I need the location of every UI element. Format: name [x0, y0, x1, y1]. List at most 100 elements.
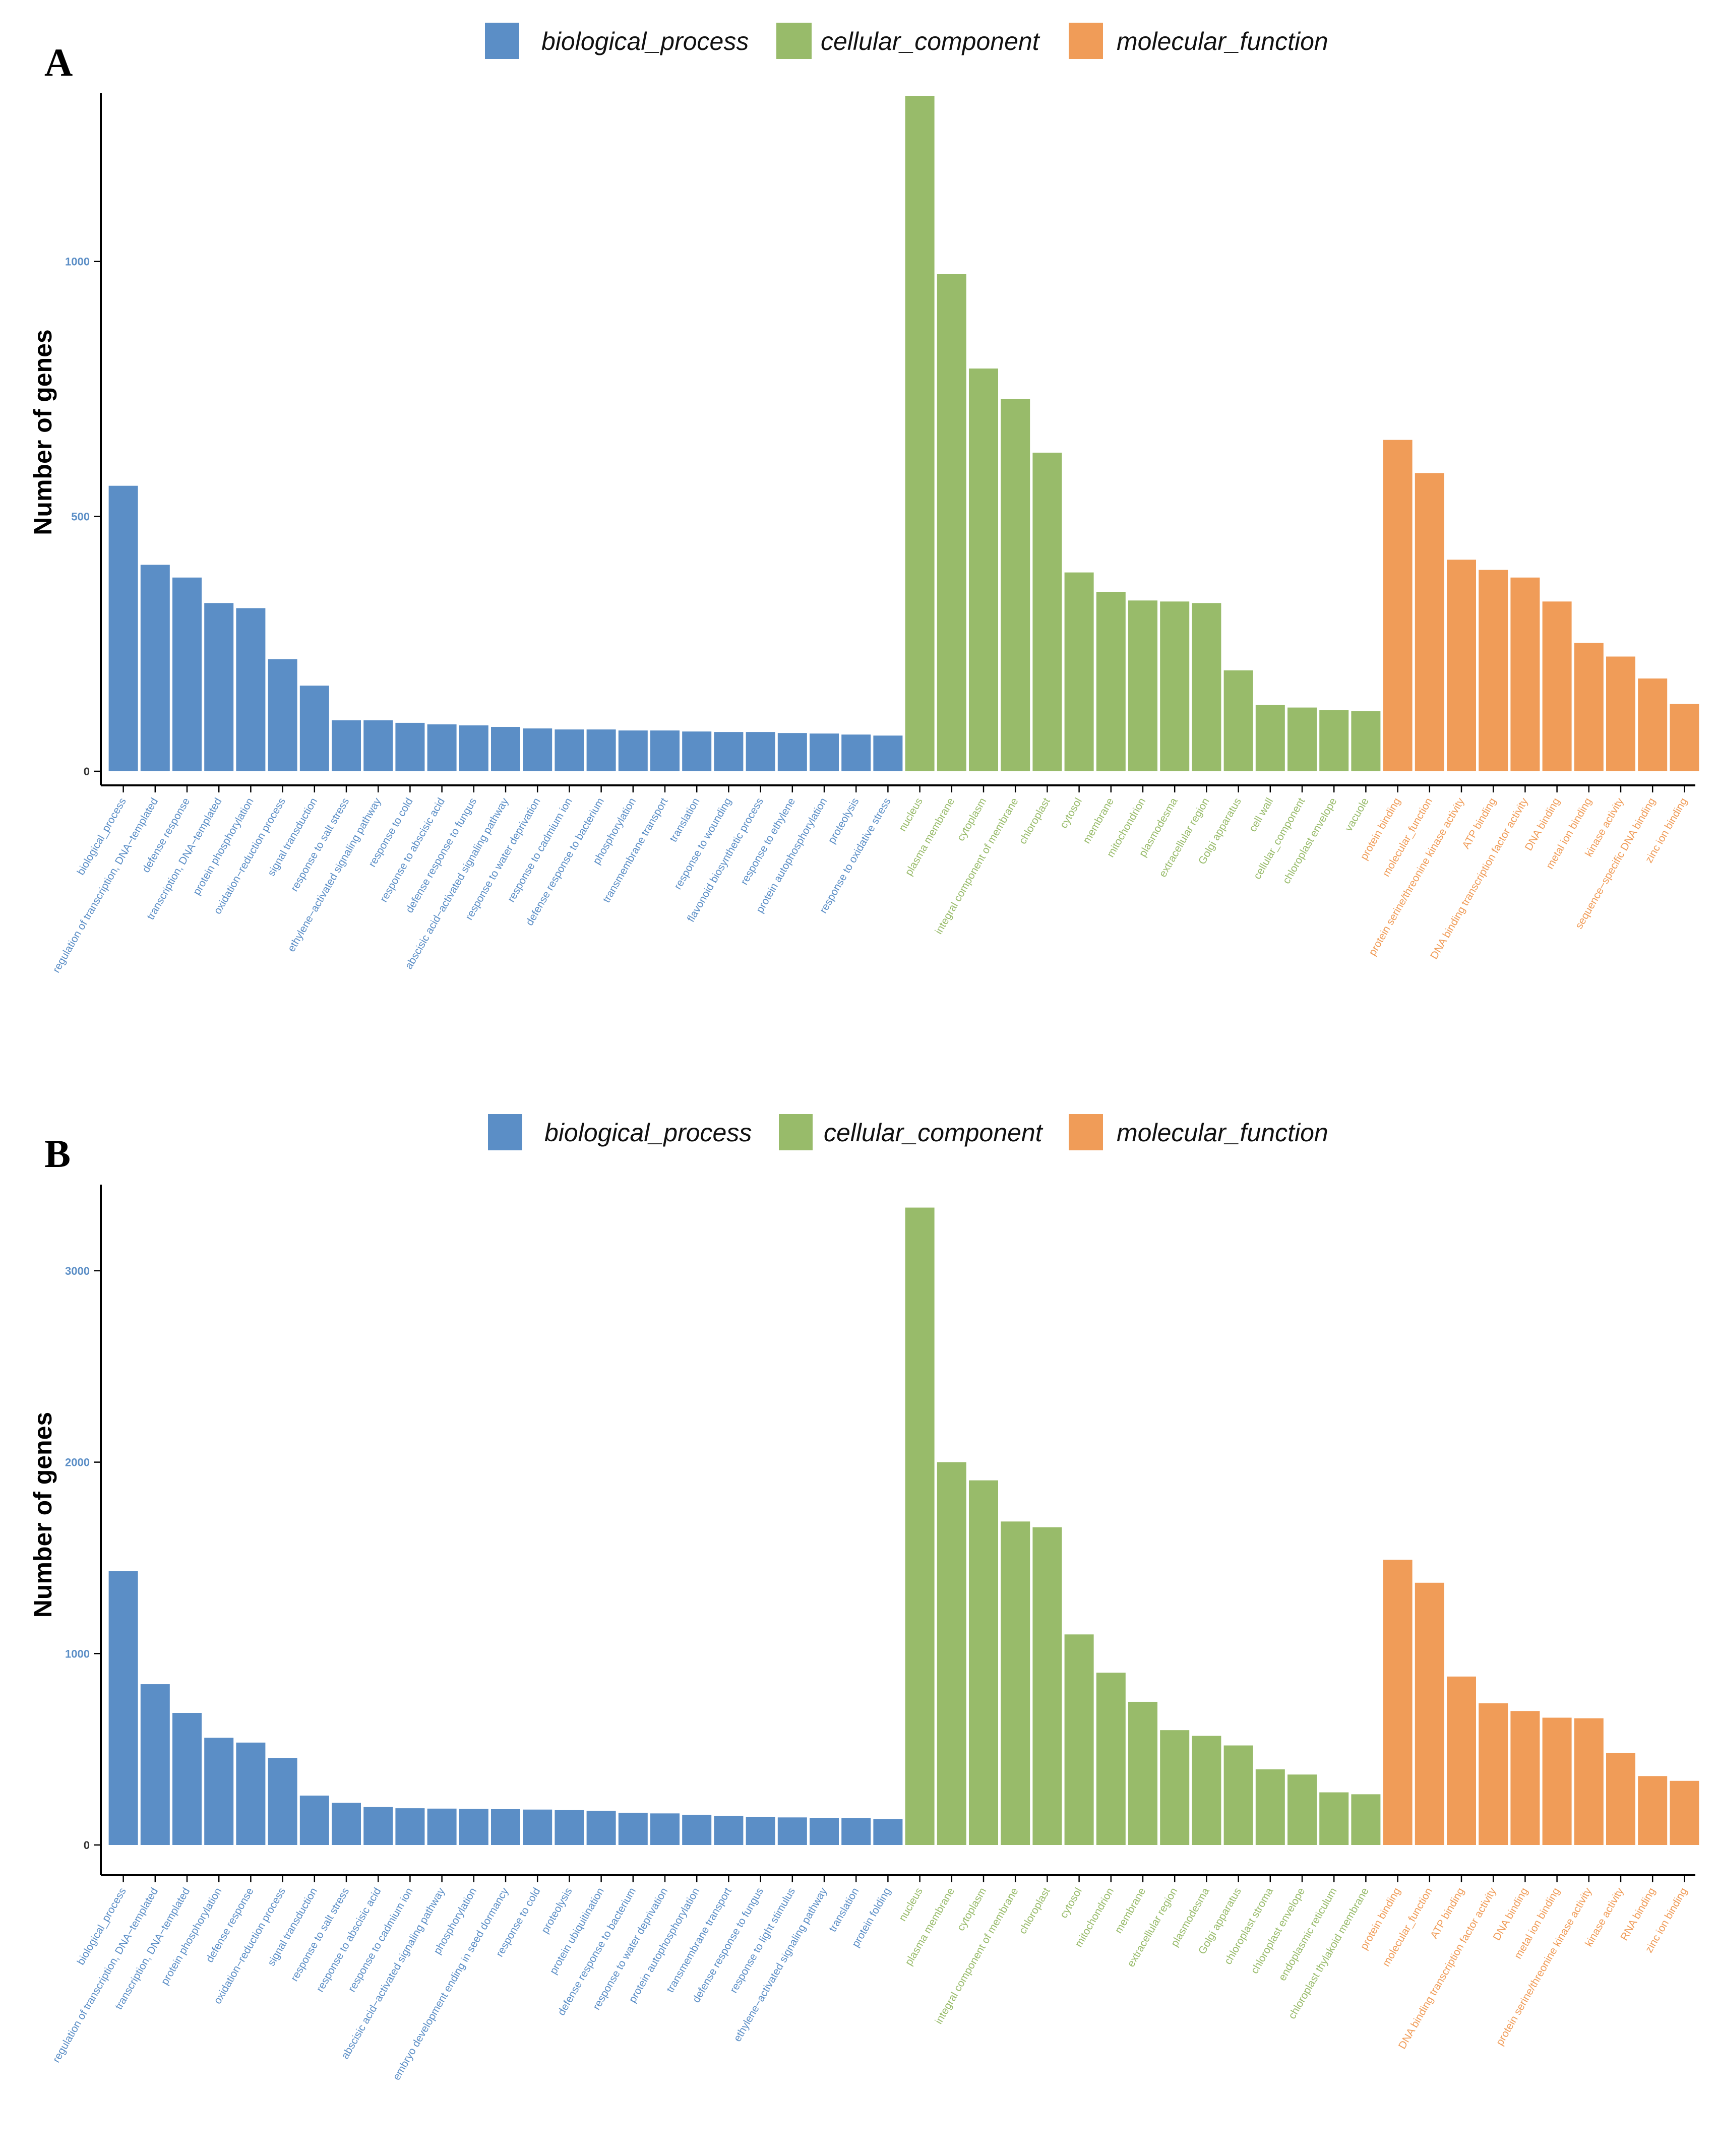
bar-protein-phosphorylation [204, 1738, 234, 1845]
y-tick-label: 0 [84, 765, 90, 778]
bar-chloroplast-thylakoid-membrane [1351, 1794, 1381, 1845]
x-tick-label: membrane [1113, 1886, 1148, 1935]
bar-response-to-abscisic-acid [427, 724, 457, 771]
x-tick-label: cytoplasm [955, 796, 989, 843]
x-tick-label: response to cadmium ion [505, 796, 574, 904]
bar-oxidation-reduction-process [268, 1758, 297, 1845]
x-tick-label: membrane [1081, 796, 1116, 845]
x-tick-label: vacuole [1343, 796, 1371, 833]
bar-membrane [1128, 1701, 1157, 1845]
bar-protein-ubiquitination [586, 1811, 616, 1845]
bar-response-to-abscisic-acid [363, 1807, 393, 1845]
x-tick-label: ATP binding [1460, 796, 1498, 851]
legend-label-biological-process: biological_process [544, 1119, 752, 1147]
bar-translation [841, 1818, 871, 1845]
bar-kinase-activity [1606, 1753, 1635, 1845]
bar-dna-binding [1510, 1711, 1540, 1845]
bar-response-to-salt-stress [332, 1803, 361, 1845]
bar-response-to-salt-stress [332, 720, 361, 771]
bar-defense-response-to-bacterium [618, 1813, 648, 1845]
bar-cytosol [1064, 1634, 1094, 1845]
x-tick-label: nucleus [897, 796, 925, 833]
bar-integral-component-of-membrane [1001, 399, 1030, 771]
bar-response-to-cold [523, 1809, 553, 1845]
x-tick-label: transmembrane transport [664, 1886, 734, 1995]
bar-response-to-cold [395, 722, 425, 771]
bar-dna-binding [1542, 601, 1572, 771]
bar-membrane [1096, 592, 1126, 771]
x-tick-label: response to cadmium ion [346, 1886, 415, 1994]
bar-plasma-membrane [937, 274, 966, 771]
bar-plasmodesma [1192, 1736, 1221, 1845]
bar-signal-transduction [299, 1796, 329, 1845]
bar-proteolysis [841, 734, 871, 771]
bar-sequence-specific-dna-binding [1638, 678, 1668, 771]
bar-phosphorylation [459, 1809, 488, 1845]
x-tick-label: translation [667, 796, 702, 844]
legend-label-cellular-component: cellular_component [824, 1119, 1044, 1147]
y-tick-label: 2000 [65, 1456, 90, 1469]
bar-extracellular-region [1160, 1730, 1190, 1845]
bar-golgi-apparatus [1223, 670, 1253, 771]
x-tick-label: translation [827, 1886, 861, 1934]
bar-abscisic-acid-activated-signaling-pathway [427, 1808, 457, 1845]
bar-defense-response-to-fungus [459, 725, 488, 771]
bar-chloroplast-stroma [1255, 1769, 1285, 1845]
bar-molecular-function [1415, 1582, 1444, 1845]
x-tick-label: response to wounding [672, 796, 734, 891]
bar-molecular-function [1415, 473, 1444, 771]
bar-protein-binding [1383, 440, 1413, 771]
legend-swatch-cellular-component [779, 1114, 813, 1150]
x-tick-label: embryo development ending in seed dorman… [391, 1886, 511, 2082]
bar-transmembrane-transport [650, 730, 680, 771]
bar-defense-response-to-bacterium [586, 729, 616, 771]
y-axis-title: Number of genes [29, 329, 57, 535]
bar-defense-response [236, 1742, 266, 1845]
bar-dna-binding-transcription-factor-activity [1479, 1703, 1508, 1845]
bar-zinc-ion-binding [1670, 704, 1699, 771]
bar-regulation-of-transcription-dna-templated [140, 565, 170, 771]
bar-chloroplast [1032, 1527, 1062, 1845]
bars [108, 1207, 1699, 1845]
y-tick-label: 500 [71, 510, 90, 523]
x-tick-label: response to salt stress [288, 1886, 351, 1983]
legend-label-cellular-component: cellular_component [821, 27, 1040, 55]
bar-biological-process [108, 1571, 138, 1845]
bar-response-to-wounding [714, 732, 744, 771]
y-tick-label: 3000 [65, 1265, 90, 1277]
x-tick-label: ATP binding [1428, 1886, 1466, 1941]
bar-response-to-oxidative-stress [873, 735, 903, 771]
x-tick-label: protein phosphorylation [159, 1886, 224, 1987]
y-tick-label: 1000 [65, 256, 90, 268]
bar-cytosol [1064, 572, 1094, 771]
legend-swatch-biological-process [485, 23, 519, 59]
x-tick-label: chloroplast [1017, 1886, 1053, 1936]
bar-response-to-cadmium-ion [395, 1808, 425, 1845]
bar-response-to-water-deprivation [523, 728, 553, 771]
bar-chloroplast [1032, 452, 1062, 771]
y-tick-label: 1000 [65, 1647, 90, 1660]
bar-vacuole [1351, 711, 1381, 771]
x-tick-label: nucleus [897, 1886, 925, 1923]
x-tick-label: transmembrane transport [601, 796, 670, 905]
x-tick-label: response to abscisic acid [314, 1886, 383, 1994]
bar-integral-component-of-membrane [1001, 1521, 1030, 1845]
bar-defense-response [172, 577, 202, 771]
bar-chloroplast-envelope [1319, 710, 1349, 771]
bar-rna-binding [1638, 1776, 1668, 1845]
legend-label-biological-process: biological_process [541, 27, 749, 55]
bar-signal-transduction [299, 686, 329, 771]
bar-transmembrane-transport [714, 1816, 744, 1845]
bar-dna-binding-transcription-factor-activity [1510, 577, 1540, 771]
bar-metal-ion-binding [1542, 1717, 1572, 1845]
panel-label: B [44, 1132, 71, 1176]
bar-cytoplasm [969, 1480, 998, 1845]
x-tick-label: chloroplast [1017, 796, 1053, 846]
bar-atp-binding [1479, 570, 1508, 771]
legend-swatch-biological-process [488, 1114, 522, 1150]
bar-plasma-membrane [937, 1462, 966, 1845]
bar-cell-wall [1255, 705, 1285, 771]
